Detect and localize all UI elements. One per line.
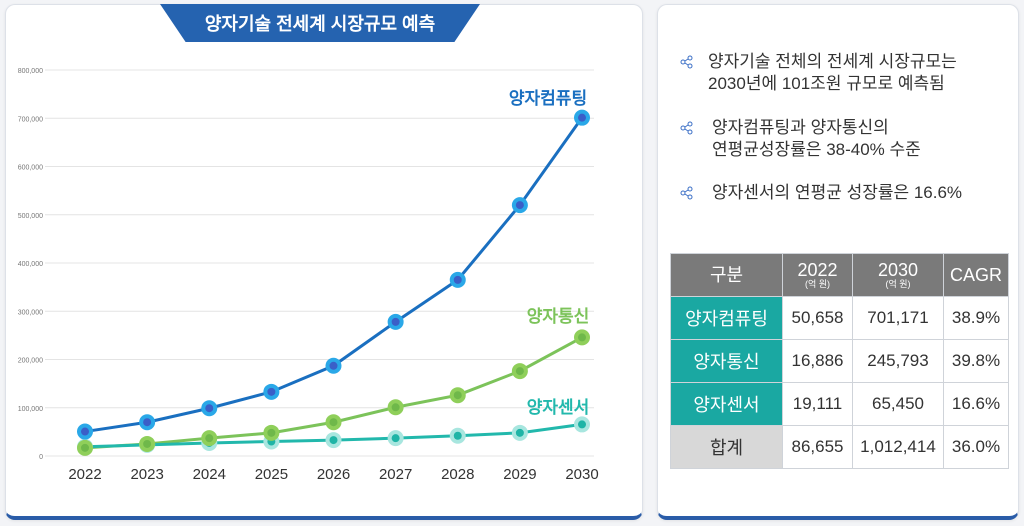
header-cagr: CAGR [943, 253, 1009, 297]
table-row-total: 합계 86,655 1,012,414 36.0% [670, 425, 1009, 469]
table-header: 구분 2022 (억 원) 2030 (억 원) CAGR [670, 253, 1009, 297]
cell: 50,658 [782, 296, 853, 340]
data-point-center [391, 317, 400, 326]
row-label: 합계 [670, 425, 783, 469]
data-point-center [578, 113, 586, 122]
x-tick-label: 2025 [255, 466, 288, 483]
data-point-center [453, 391, 462, 400]
table-row: 양자통신 16,886 245,793 39.8% [670, 339, 1009, 383]
y-tick-label: 600,000 [18, 165, 43, 172]
table-row: 양자센서 19,111 65,450 16.6% [670, 382, 1009, 426]
cell: 245,793 [852, 339, 944, 383]
line-chart: 0 100,000 200,000 300,000 400,000 500,000 600,… [18, 68, 599, 483]
bullet-text: 양자컴퓨팅과 양자통신의 연평균성장률은 38-40% 수준 [712, 118, 921, 159]
cell: 701,171 [852, 296, 944, 340]
cell: 39.8% [943, 339, 1009, 383]
y-tick-label: 100,000 [18, 406, 43, 413]
data-point-center [391, 434, 400, 443]
row-label: 양자통신 [670, 339, 783, 383]
y-tick-label: 400,000 [18, 261, 43, 268]
share-icon [680, 121, 693, 135]
row-label: 양자컴퓨팅 [670, 296, 783, 340]
series-line [84, 336, 583, 450]
x-tick-label: 2030 [565, 466, 598, 483]
bullet-3: 양자센서의 연평균 성장률은 16.6% [680, 182, 962, 204]
x-tick-label: 2027 [379, 466, 412, 483]
bullet-2: 양자컴퓨팅과 양자통신의 연평균성장률은 38-40% 수준 [680, 117, 921, 161]
cell: 16,886 [782, 339, 853, 383]
data-point-center [453, 275, 462, 284]
data-point-center [205, 404, 214, 413]
y-tick-label: 200,000 [18, 358, 43, 365]
data-point-center [453, 431, 462, 440]
market-table: 구분 2022 (억 원) 2030 (억 원) CAGR 양자컴퓨팅 50,658 7… [670, 253, 1009, 469]
cell: 1,012,414 [852, 425, 944, 469]
cell: 16.6% [943, 382, 1009, 426]
data-point-center [267, 387, 276, 396]
header-category: 구분 [670, 253, 783, 297]
chart-title: 양자기술 전세계 시장규모 예측 [160, 4, 480, 42]
data-point-center [578, 333, 586, 342]
x-tick-label: 2023 [130, 466, 163, 483]
table-row: 양자컴퓨팅 50,658 701,171 38.9% [670, 296, 1009, 340]
data-point-center [391, 403, 400, 412]
data-point-center [205, 434, 214, 443]
data-point-center [81, 427, 89, 436]
x-tick-label: 2022 [68, 466, 101, 483]
x-tick-label: 2024 [193, 466, 226, 483]
bullet-text: 양자기술 전체의 전세계 시장규모는 2030년에 101조원 규모로 예측됨 [708, 52, 957, 93]
cell: 86,655 [782, 425, 853, 469]
share-icon [680, 55, 693, 69]
cell: 19,111 [782, 382, 853, 426]
bullet-text: 양자센서의 연평균 성장률은 16.6% [712, 183, 963, 202]
y-tick-label: 500,000 [18, 213, 43, 220]
x-tick-label: 2028 [441, 466, 474, 483]
data-point-center [329, 361, 338, 370]
x-tick-label: 2029 [503, 466, 536, 483]
header-2022: 2022 (억 원) [782, 253, 853, 297]
data-point-center [329, 436, 338, 445]
series-line [84, 116, 584, 434]
data-point-center [81, 443, 89, 452]
y-tick-label: 700,000 [18, 116, 43, 123]
y-tick-label: 800,000 [18, 68, 43, 75]
cell: 65,450 [852, 382, 944, 426]
data-point-center [578, 420, 586, 429]
series-label: 양자센서 [527, 398, 590, 417]
data-point-center [143, 439, 152, 448]
chart-panel [5, 4, 643, 520]
bullet-1: 양자기술 전체의 전세계 시장규모는 2030년에 101조원 규모로 예측됨 [680, 51, 957, 95]
data-point-center [515, 367, 524, 376]
data-point-center [515, 201, 524, 210]
cell: 36.0% [943, 425, 1009, 469]
series-label: 양자컴퓨팅 [509, 88, 587, 108]
data-point-center [515, 428, 524, 437]
y-tick-label: 0 [39, 454, 43, 461]
series-label: 양자통신 [527, 307, 590, 326]
data-point-center [329, 418, 338, 427]
cell: 38.9% [943, 296, 1009, 340]
x-tick-label: 2026 [317, 466, 350, 483]
data-point-center [267, 428, 276, 437]
header-2030: 2030 (억 원) [852, 253, 944, 297]
y-tick-label: 300,000 [18, 309, 43, 316]
share-icon [680, 186, 693, 200]
data-point-center [143, 418, 152, 427]
row-label: 양자센서 [670, 382, 783, 426]
